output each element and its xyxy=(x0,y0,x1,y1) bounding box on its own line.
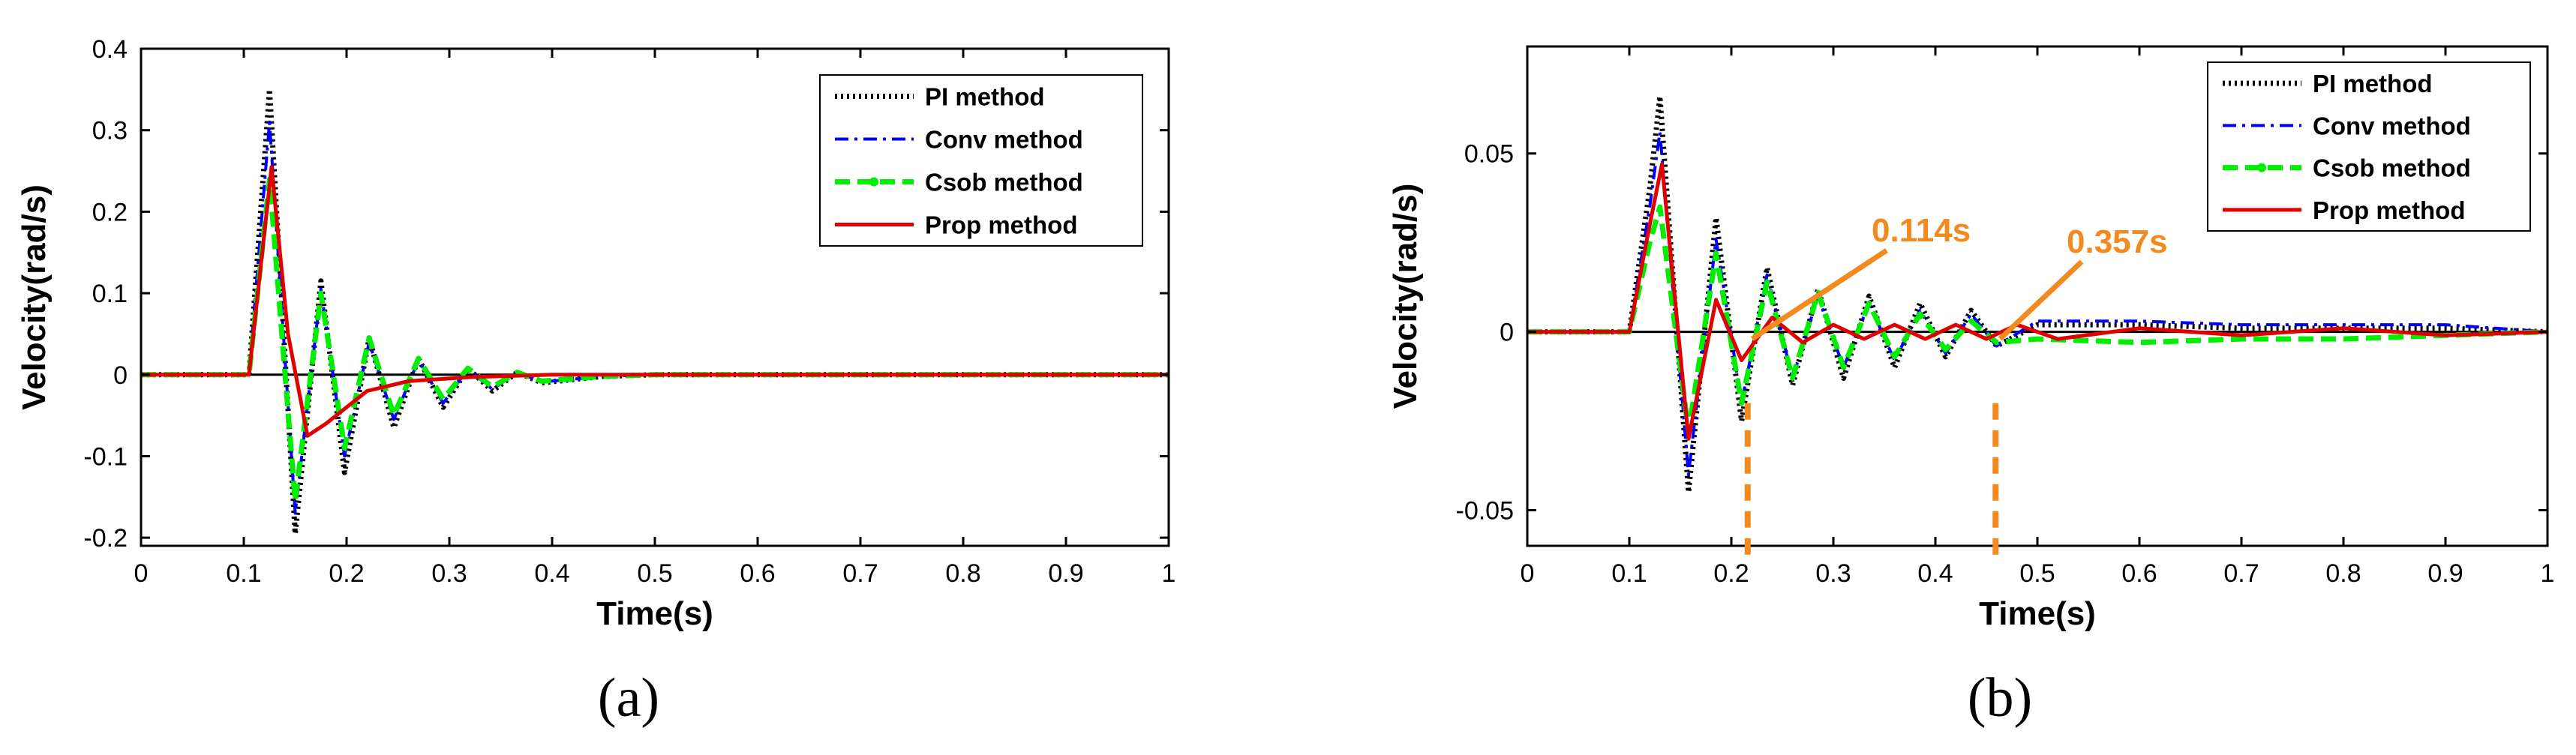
x-tick-label: 0.5 xyxy=(637,559,672,588)
x-tick-label: 0.9 xyxy=(2427,559,2463,588)
x-tick-label: 0.8 xyxy=(945,559,980,588)
x-tick-label: 1 xyxy=(2541,559,2555,588)
annotation-arrow xyxy=(1750,248,1888,341)
y-axis-label: Velocity(rad/s) xyxy=(16,184,53,410)
x-tick-label: 0.1 xyxy=(1611,559,1647,588)
y-tick-label: 0.1 xyxy=(92,280,128,308)
y-axis-label: Velocity(rad/s) xyxy=(1387,184,1424,409)
series-line-pi-method xyxy=(1527,94,2547,496)
x-tick-label: 0.2 xyxy=(1713,559,1749,588)
y-tick-label: 0.05 xyxy=(1464,140,1514,169)
series-line-csob-method xyxy=(141,176,1169,504)
x-tick-label: 0.1 xyxy=(226,559,261,588)
x-tick-label: 0.9 xyxy=(1048,559,1083,588)
legend: PI method Conv method Csob method Prop meth… xyxy=(2207,61,2531,232)
legend-marker xyxy=(869,177,878,187)
x-axis-label: Time(s) xyxy=(1979,595,2096,632)
legend-label: PI method xyxy=(925,83,1045,111)
legend-label: Prop method xyxy=(925,211,1078,239)
x-tick-label: 0 xyxy=(1521,559,1535,588)
y-tick-label: -0.05 xyxy=(1456,496,1515,525)
panel-label: (a) xyxy=(598,667,659,729)
annotation-arrow xyxy=(1998,259,2084,341)
series-group xyxy=(1527,94,2547,496)
y-tick-label: 0.4 xyxy=(92,35,128,64)
y-tick-label: 0.2 xyxy=(92,198,128,226)
legend-label: PI method xyxy=(2313,70,2433,97)
legend-box xyxy=(2207,61,2531,232)
x-tick-label: 0.5 xyxy=(2019,559,2055,588)
legend-marker xyxy=(2257,163,2266,172)
series-line-csob-method xyxy=(1527,204,2547,435)
chart-b: 0 0.1 0.2 0.3 0.4 0.5 0.6 0.7 0.8 0.9 1 -0.05 0 0.05 T… xyxy=(1387,45,2555,729)
y-tick-label: 0 xyxy=(1500,319,1514,347)
legend-label: Conv method xyxy=(2313,112,2471,139)
x-tick-label: 0.3 xyxy=(1815,559,1851,588)
x-tick-label: 0 xyxy=(134,559,149,588)
legend-box xyxy=(819,74,1143,247)
y-tick-label: 0.3 xyxy=(92,117,128,145)
x-tick-label: 0.7 xyxy=(2223,559,2259,588)
x-tick-label: 0.6 xyxy=(2121,559,2157,588)
annotation-label: 0.357s xyxy=(2067,223,2168,260)
y-tick-label: -0.1 xyxy=(83,442,128,471)
legend-label: Prop method xyxy=(2313,196,2466,224)
y-tick-label: -0.2 xyxy=(83,524,128,553)
legend-label: Csob method xyxy=(2313,154,2471,182)
x-tick-label: 0.4 xyxy=(534,559,569,588)
x-tick-label: 1 xyxy=(1162,559,1176,588)
legend: PI method Conv method Csob method Prop meth… xyxy=(819,74,1143,247)
legend-label: Conv method xyxy=(925,126,1083,154)
x-tick-label: 0.7 xyxy=(842,559,878,588)
series-group xyxy=(141,86,1169,537)
panel-label: (b) xyxy=(1968,667,2032,729)
y-tick-label: 0 xyxy=(113,361,128,390)
chart-a: 0 0.1 0.2 0.3 0.4 0.5 0.6 0.7 0.8 0.9 1 -0.2 -0.1 0 0.… xyxy=(16,35,1175,729)
x-tick-label: 0.8 xyxy=(2325,559,2361,588)
x-tick-label: 0.2 xyxy=(329,559,364,588)
legend-label: Csob method xyxy=(925,169,1083,196)
series-line-prop-method xyxy=(1527,162,2547,441)
x-tick-label: 0.4 xyxy=(1917,559,1953,588)
x-tick-label: 0.6 xyxy=(740,559,775,588)
x-tick-label: 0.3 xyxy=(431,559,467,588)
annotation-label: 0.114s xyxy=(1872,212,1971,249)
series-line-pi-method xyxy=(141,86,1169,537)
series-line-prop-method xyxy=(141,165,1169,438)
x-axis-label: Time(s) xyxy=(596,595,713,632)
